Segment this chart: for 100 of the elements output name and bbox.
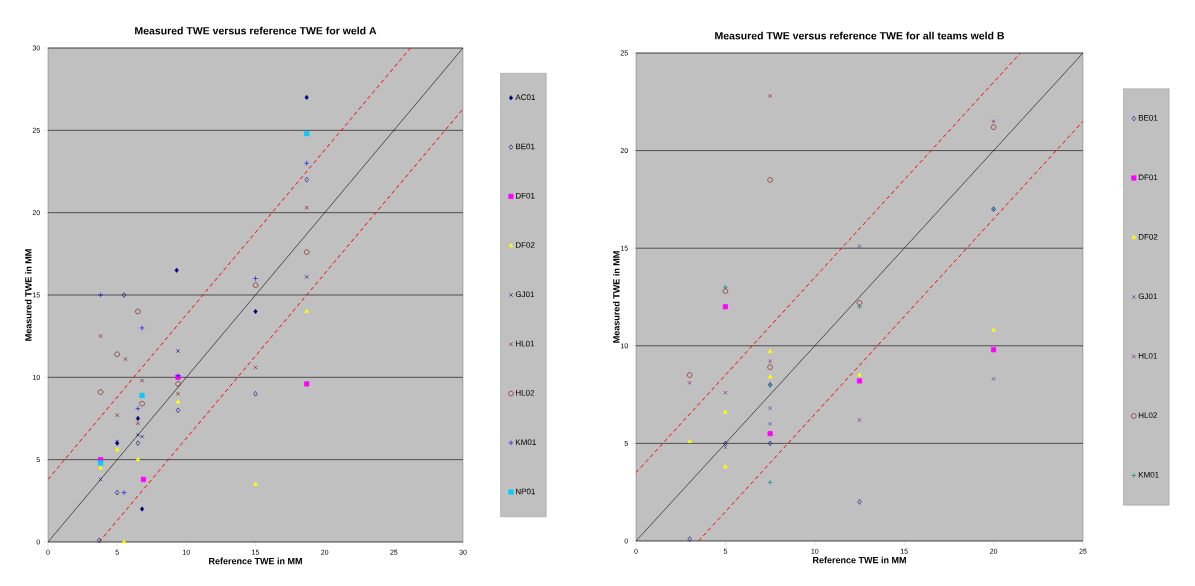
point <box>121 489 127 496</box>
point <box>174 267 179 273</box>
point <box>140 476 147 482</box>
point <box>304 274 309 279</box>
legend-label: DF02 <box>516 242 535 248</box>
point <box>303 249 310 255</box>
legend-label: DF01 <box>1138 174 1158 181</box>
point <box>135 440 141 446</box>
point <box>135 421 140 426</box>
point <box>767 349 773 354</box>
point <box>722 304 728 310</box>
point <box>768 406 773 411</box>
point <box>991 347 997 353</box>
legend-label: HL02 <box>1138 412 1157 419</box>
point <box>139 400 145 407</box>
point <box>139 325 145 331</box>
point <box>857 417 862 422</box>
point <box>140 506 145 512</box>
point <box>687 380 692 385</box>
point <box>767 431 773 437</box>
point <box>722 288 729 294</box>
point <box>115 489 120 496</box>
point <box>857 372 862 377</box>
legend-label: HL01 <box>516 340 535 347</box>
chart-title: Measured TWE versus reference TWE for weld A <box>135 26 377 35</box>
point <box>253 481 258 486</box>
point <box>135 457 141 462</box>
point <box>304 131 310 137</box>
point <box>768 93 773 98</box>
point <box>175 381 181 387</box>
x-axis-title: Reference TWE in MM <box>813 556 906 564</box>
point <box>723 445 728 450</box>
legend-label: GJ01 <box>515 291 535 298</box>
legend-label: AC01 <box>515 94 535 100</box>
legend-label: GJ01 <box>1138 293 1157 300</box>
point <box>121 539 127 544</box>
point <box>991 119 996 124</box>
point <box>176 391 181 396</box>
point <box>304 381 310 387</box>
x-axis-title: Reference TWE in MM <box>209 557 302 565</box>
point <box>253 308 258 315</box>
point <box>991 327 996 332</box>
point <box>98 477 103 482</box>
point <box>114 351 120 357</box>
point <box>856 378 863 384</box>
point <box>114 447 120 452</box>
point <box>723 464 728 469</box>
point <box>175 407 181 413</box>
point <box>687 438 692 443</box>
point <box>723 440 728 447</box>
point <box>135 415 140 422</box>
point <box>768 359 773 364</box>
point <box>991 376 996 381</box>
legend-label: BE01 <box>516 143 535 150</box>
point <box>723 390 728 395</box>
point <box>856 300 863 306</box>
point <box>767 374 773 379</box>
point <box>767 479 773 486</box>
legend-label: HL02 <box>516 390 535 396</box>
point <box>768 440 773 447</box>
legend-label: DF01 <box>516 192 535 199</box>
y-axis-title: Measured TWE in MM <box>612 251 620 343</box>
point <box>97 537 102 544</box>
point <box>135 405 141 412</box>
point <box>139 392 145 398</box>
point <box>304 177 309 183</box>
legend-label: BE01 <box>1138 115 1158 121</box>
legend-label: KM01 <box>1138 471 1159 478</box>
point <box>304 205 309 210</box>
legend-label: HL01 <box>1138 352 1157 359</box>
point <box>175 399 181 404</box>
point <box>140 378 145 383</box>
point <box>98 465 103 470</box>
point <box>115 413 120 418</box>
point <box>857 244 862 249</box>
point <box>304 94 309 100</box>
legend-label: KM01 <box>516 439 536 445</box>
point <box>723 409 728 414</box>
point <box>990 124 997 130</box>
point <box>686 372 693 378</box>
point <box>722 284 729 290</box>
point <box>767 177 773 183</box>
point <box>253 391 258 397</box>
point <box>176 348 181 353</box>
point <box>304 308 309 313</box>
point <box>98 334 103 339</box>
y-axis-title: Measured TWE in MM <box>24 249 32 341</box>
point <box>97 389 104 395</box>
point <box>768 421 773 426</box>
point <box>303 160 310 166</box>
point <box>767 364 773 370</box>
point <box>121 292 127 298</box>
point <box>856 304 863 310</box>
point <box>135 308 141 315</box>
point <box>857 499 862 505</box>
point <box>687 536 692 542</box>
point <box>97 292 104 298</box>
point <box>123 357 128 362</box>
legend-label: DF02 <box>1138 233 1158 240</box>
point <box>252 282 259 288</box>
